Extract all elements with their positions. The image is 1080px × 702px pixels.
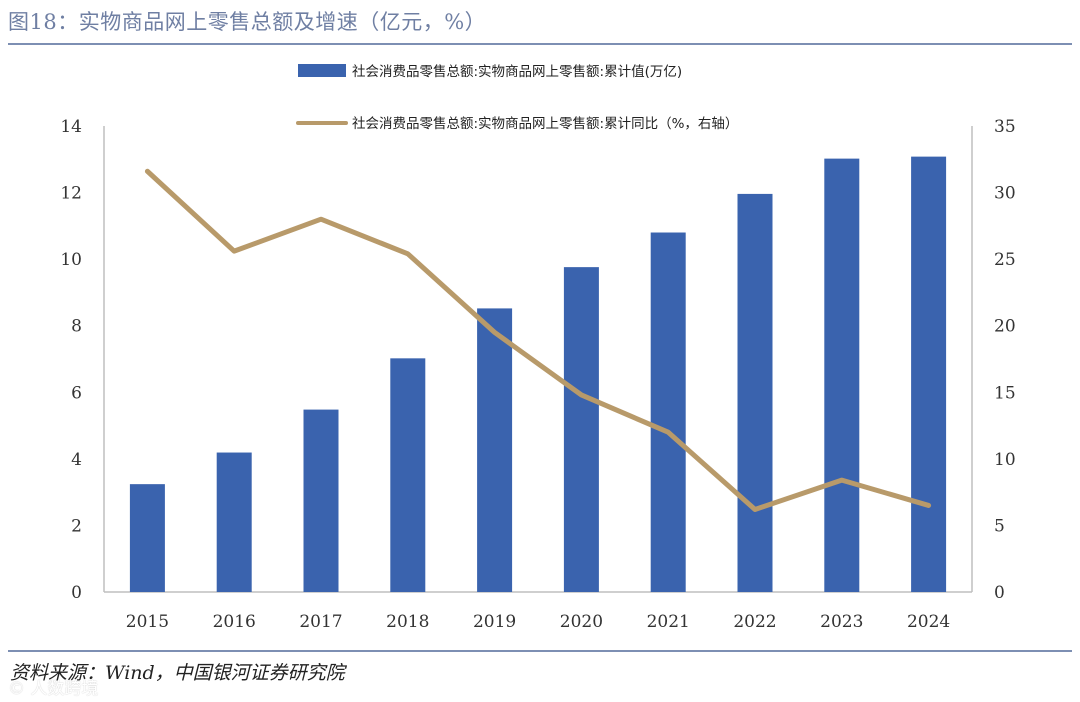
bar: [390, 358, 426, 592]
left-tick-label: 8: [71, 317, 82, 337]
bar: [824, 158, 860, 592]
x-tick-label: 2021: [647, 612, 690, 632]
bar: [911, 156, 947, 592]
left-tick-label: 6: [71, 383, 82, 403]
x-tick-label: 2019: [473, 612, 516, 632]
left-tick-label: 12: [60, 184, 82, 204]
legend-label-bar: 社会消费品零售总额:实物商品网上零售额:累计值(万亿): [352, 64, 682, 80]
source-note: 资料来源：Wind，中国银河证券研究院: [10, 662, 345, 684]
right-tick-label: 0: [994, 583, 1005, 603]
x-tick-label: 2018: [386, 612, 429, 632]
right-tick-label: 10: [994, 450, 1016, 470]
x-tick-label: 2023: [820, 612, 863, 632]
right-tick-label: 20: [994, 317, 1016, 337]
right-tick-label: 25: [994, 250, 1016, 270]
bar: [737, 193, 773, 592]
x-tick-label: 2022: [733, 612, 776, 632]
legend-label-line: 社会消费品零售总额:实物商品网上零售额:累计同比（%，右轴）: [352, 116, 738, 132]
x-tick-label: 2024: [907, 612, 950, 632]
bar: [216, 452, 252, 592]
x-tick-label: 2020: [560, 612, 603, 632]
left-tick-label: 10: [60, 250, 82, 270]
left-tick-label: 14: [60, 117, 82, 137]
yoy-growth-line: [144, 168, 932, 512]
bar: [303, 409, 339, 592]
bar: [477, 308, 513, 592]
top-divider: [8, 43, 1072, 45]
bar: [650, 232, 686, 592]
watermark: © 人数跨境: [8, 679, 99, 699]
right-tick-label: 30: [994, 184, 1016, 204]
right-tick-label: 15: [994, 383, 1016, 403]
right-tick-label: 35: [994, 117, 1016, 137]
bar: [129, 484, 165, 592]
bar: [563, 267, 599, 592]
right-tick-label: 5: [994, 516, 1005, 536]
legend-swatch-bar: [298, 64, 346, 77]
x-tick-label: 2017: [299, 612, 342, 632]
legend: 社会消费品零售总额:实物商品网上零售额:累计值(万亿) 社会消费品零售总额:实物…: [296, 64, 738, 132]
chart-title: 图18：实物商品网上零售总额及增速（亿元，%）: [8, 10, 487, 34]
bottom-divider: [8, 650, 1072, 652]
combo-chart: 社会消费品零售总额:实物商品网上零售额:累计值(万亿) 社会消费品零售总额:实物…: [60, 64, 1016, 632]
left-tick-label: 4: [71, 450, 82, 470]
x-tick-label: 2015: [126, 612, 169, 632]
left-tick-label: 0: [71, 583, 82, 603]
left-tick-label: 2: [71, 516, 82, 536]
x-tick-label: 2016: [213, 612, 256, 632]
